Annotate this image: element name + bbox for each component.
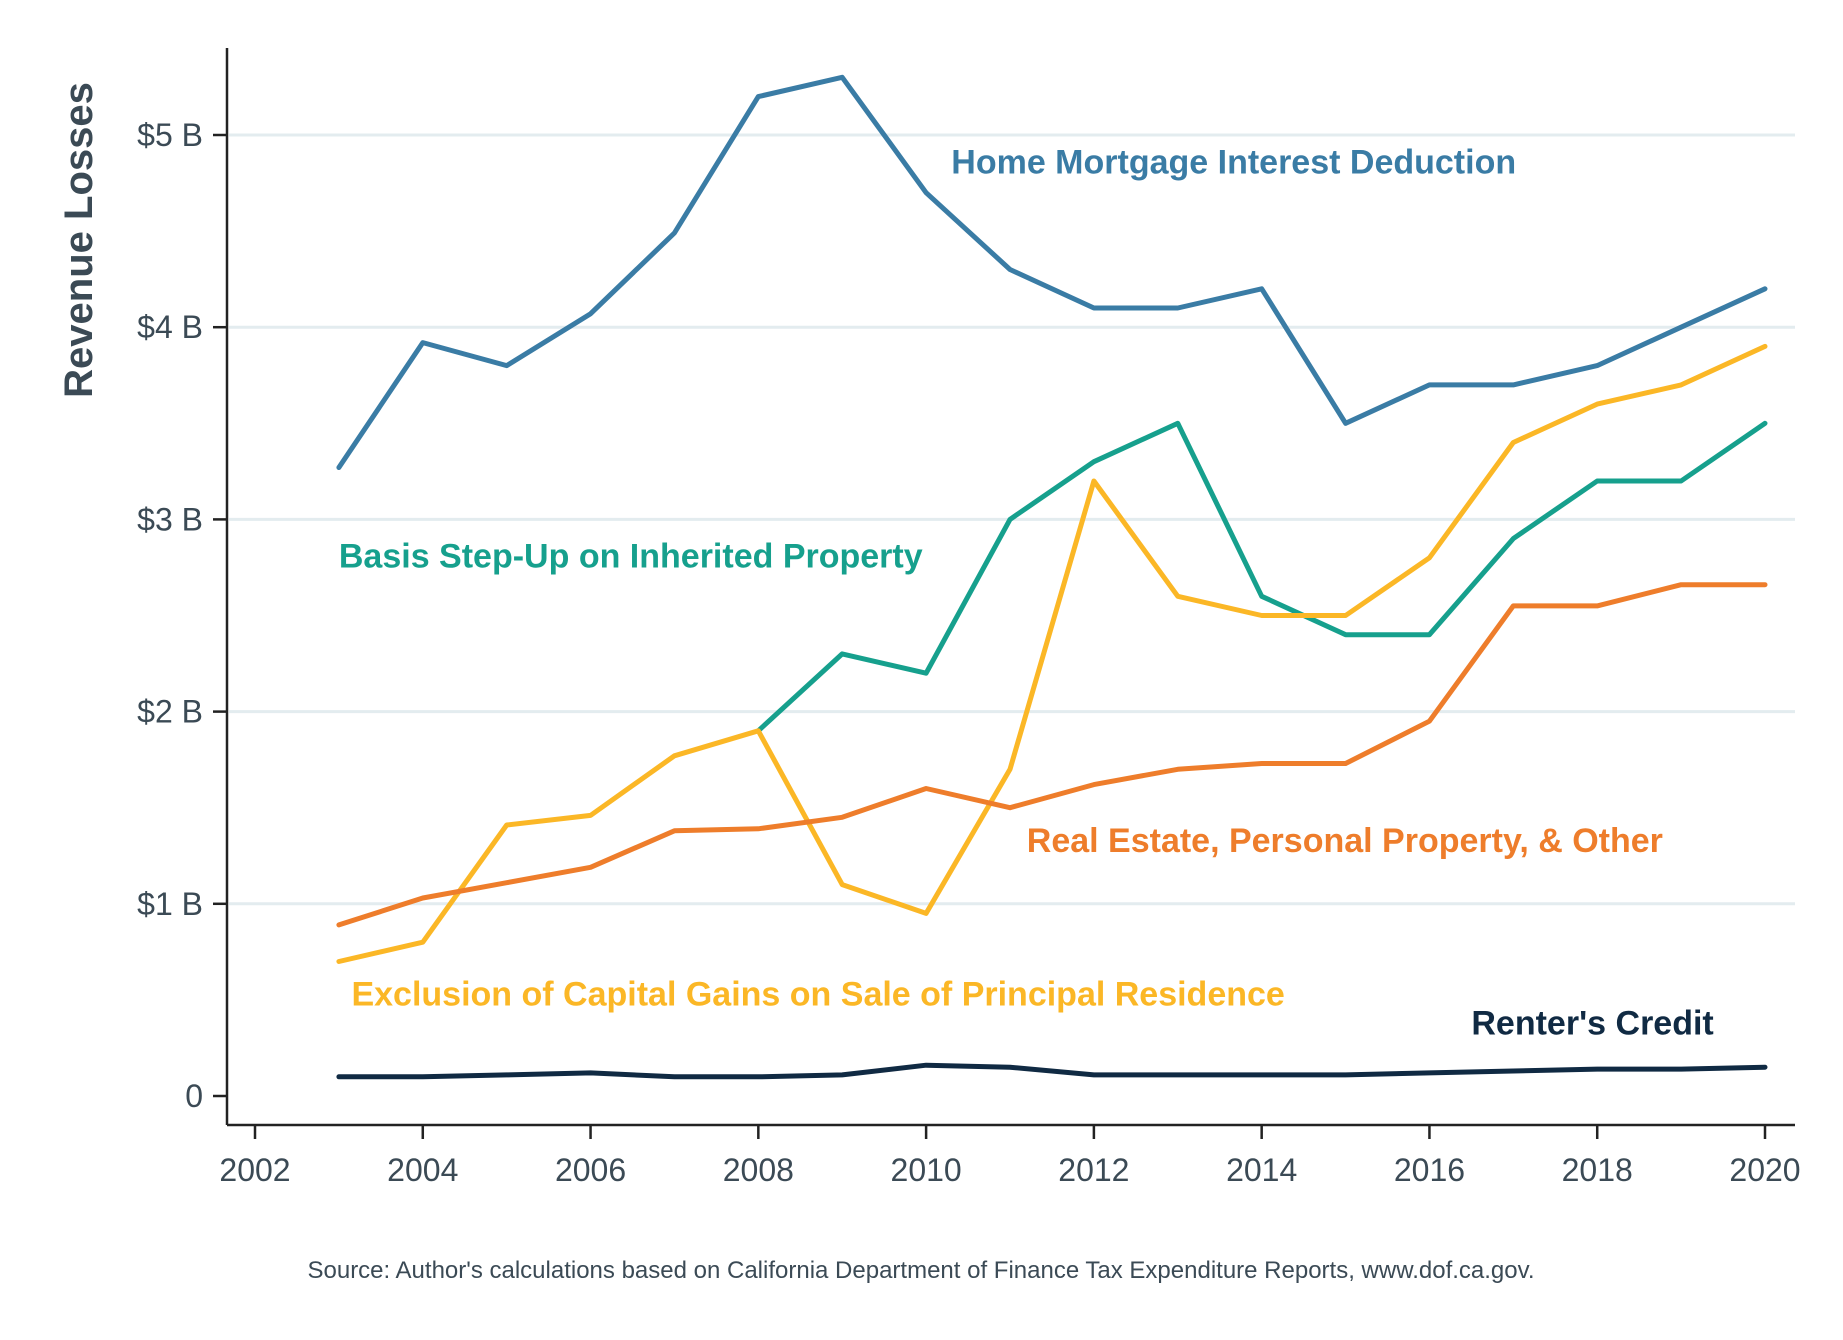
x-tick-label-2: 2006 — [555, 1152, 626, 1188]
series-label-2: Exclusion of Capital Gains on Sale of Pr… — [351, 976, 1284, 1014]
series-label-0: Home Mortgage Interest Deduction — [951, 143, 1516, 181]
x-tick-label-5: 2012 — [1058, 1152, 1129, 1188]
x-tick-label-1: 2004 — [387, 1152, 458, 1188]
x-tick-label-9: 2020 — [1729, 1152, 1800, 1188]
y-tick-label-0: 0 — [185, 1078, 203, 1114]
y-axis-label: Revenue Losses — [57, 82, 101, 398]
series-line-2 — [336, 343, 1768, 964]
series-label-3: Real Estate, Personal Property, & Other — [1027, 822, 1663, 860]
y-tick-label-5: $5 B — [137, 117, 203, 153]
y-axis-ticks: 0 $1 B $2 B $3 B $4 B $5 B — [137, 117, 227, 1114]
x-tick-label-8: 2018 — [1562, 1152, 1633, 1188]
source-note: Source: Author's calculations based on C… — [307, 1257, 1534, 1284]
series-line-0 — [336, 74, 1768, 470]
x-tick-label-4: 2010 — [891, 1152, 962, 1188]
axes — [225, 48, 1795, 1127]
y-tick-label-2: $2 B — [137, 694, 203, 730]
x-tick-label-7: 2016 — [1394, 1152, 1465, 1188]
x-axis-ticks: 2002 2004 2006 2008 2010 2012 2014 2016 2018 2020 — [219, 1125, 1801, 1188]
series-labels: Home Mortgage Interest Deduction Basis St… — [339, 143, 1714, 1042]
x-tick-label-6: 2014 — [1226, 1152, 1297, 1188]
y-tick-label-4: $4 B — [137, 309, 203, 345]
series-line-3 — [336, 582, 1768, 928]
x-tick-label-0: 2002 — [219, 1152, 290, 1188]
series-label-4: Renter's Credit — [1471, 1004, 1713, 1042]
series-lines — [336, 74, 1768, 1080]
series-line-1 — [755, 420, 1768, 734]
x-tick-label-3: 2008 — [723, 1152, 794, 1188]
y-tick-label-3: $3 B — [137, 501, 203, 537]
series-line-4 — [336, 1062, 1768, 1080]
series-label-1: Basis Step-Up on Inherited Property — [339, 537, 923, 575]
y-tick-label-1: $1 B — [137, 886, 203, 922]
